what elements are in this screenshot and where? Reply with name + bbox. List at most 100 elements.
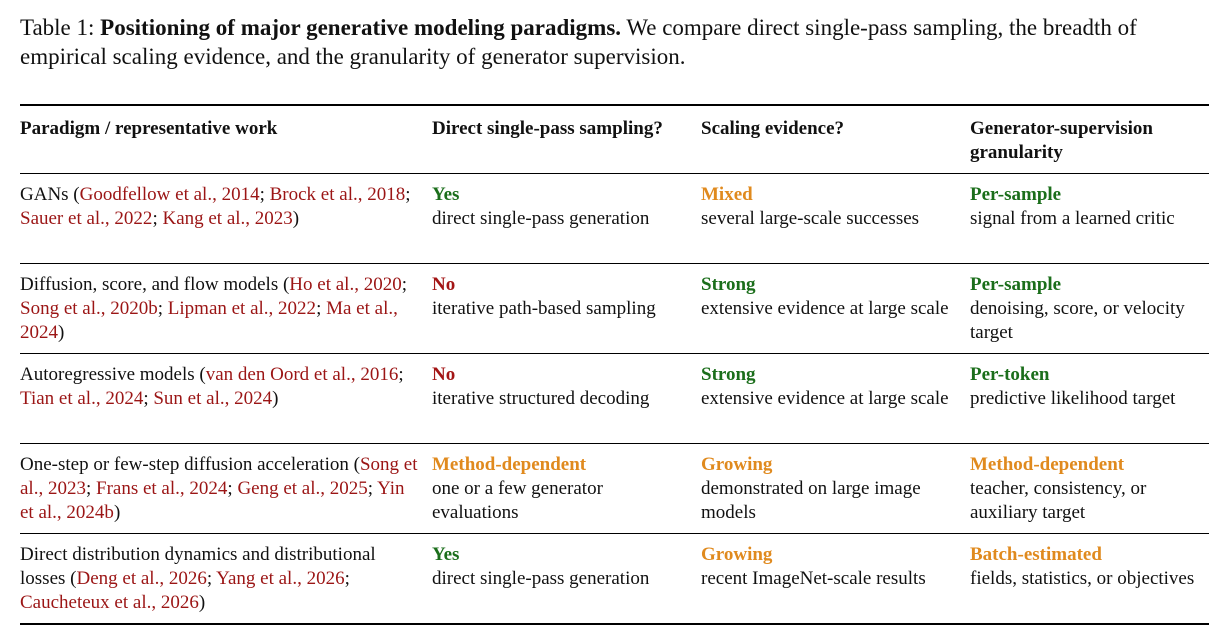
paradigm-text: One-step or few-step diffusion accelerat… bbox=[20, 454, 360, 475]
citation: Ma et al., 2024 bbox=[20, 298, 398, 343]
paradigm-text: ; bbox=[405, 184, 411, 205]
paradigm-text: ; bbox=[367, 478, 378, 499]
citation: Kang et al., 2023 bbox=[162, 208, 293, 229]
header-row: Paradigm / representative work Direct sin… bbox=[20, 105, 1209, 174]
assessment-cell: Method-dependent one or a few generator e… bbox=[432, 444, 701, 534]
assessment-cell: Per-token predictive likelihood target bbox=[970, 354, 1209, 444]
citation: van den Oord et al., 2016 bbox=[205, 364, 399, 385]
citation: Song et al., 2020b bbox=[20, 298, 158, 319]
citation: Tian et al., 2024 bbox=[20, 388, 144, 409]
paradigm-text: Diffusion, score, and flow models ( bbox=[20, 274, 290, 295]
description: fields, statistics, or objectives bbox=[970, 568, 1195, 589]
paradigm-text: ; bbox=[398, 364, 404, 385]
table-body: GANs (Goodfellow et al., 2014; Brock et … bbox=[20, 174, 1209, 625]
verdict: Per-token bbox=[970, 364, 1050, 385]
description: direct single-pass generation bbox=[432, 208, 650, 229]
table: Paradigm / representative work Direct sin… bbox=[20, 104, 1209, 625]
assessment-cell: Strong extensive evidence at large scale bbox=[701, 354, 970, 444]
verdict: Yes bbox=[432, 184, 460, 205]
paradigm-cell: Diffusion, score, and flow models (Ho et… bbox=[20, 264, 432, 354]
description: one or a few generator evaluations bbox=[432, 478, 603, 523]
description: extensive evidence at large scale bbox=[701, 388, 949, 409]
paradigm-text: ; bbox=[316, 298, 327, 319]
citation: Caucheteux et al., 2026 bbox=[20, 592, 199, 613]
paradigm-text: GANs ( bbox=[20, 184, 80, 205]
caption: Table 1: Positioning of major generative… bbox=[20, 13, 1215, 71]
assessment-cell: Batch-estimated fields, statistics, or ob… bbox=[970, 534, 1209, 625]
citation: Sun et al., 2024 bbox=[153, 388, 273, 409]
assessment-cell: Strong extensive evidence at large scale bbox=[701, 264, 970, 354]
verdict: Yes bbox=[432, 544, 460, 565]
citation: Geng et al., 2025 bbox=[237, 478, 368, 499]
assessment-cell: Yes direct single-pass generation bbox=[432, 174, 701, 264]
assessment-cell: Per-sample signal from a learned critic bbox=[970, 174, 1209, 264]
paradigm-text: ; bbox=[206, 568, 217, 589]
paradigm-text: ; bbox=[259, 184, 270, 205]
verdict: Method-dependent bbox=[432, 454, 587, 475]
paradigm-text: ) bbox=[292, 208, 300, 229]
citation: Yang et al., 2026 bbox=[216, 568, 345, 589]
description: extensive evidence at large scale bbox=[701, 298, 949, 319]
assessment-cell: Yes direct single-pass generation bbox=[432, 534, 701, 625]
citation: Lipman et al., 2022 bbox=[167, 298, 317, 319]
caption-label: Table 1: bbox=[20, 15, 95, 40]
column-header: Scaling evidence? bbox=[701, 118, 845, 139]
paradigm-cell: Autoregressive models (van den Oord et a… bbox=[20, 354, 432, 444]
verdict: Method-dependent bbox=[970, 454, 1125, 475]
paradigm-text: ; bbox=[344, 568, 350, 589]
verdict: Growing bbox=[701, 544, 773, 565]
paradigm-text: ) bbox=[58, 322, 65, 343]
assessment-cell: Growing demonstrated on large image model… bbox=[701, 444, 970, 534]
citation: Song et al., 2023 bbox=[20, 454, 418, 499]
verdict: No bbox=[432, 274, 456, 295]
description: signal from a learned critic bbox=[970, 208, 1175, 229]
paradigm-text: ) bbox=[113, 502, 121, 523]
description: direct single-pass generation bbox=[432, 568, 650, 589]
column-header: Direct single-pass sampling? bbox=[432, 118, 663, 139]
table-row: Direct distribution dynamics and distrib… bbox=[20, 534, 1209, 625]
citation: Goodfellow et al., 2014 bbox=[79, 184, 260, 205]
paradigm-cell: GANs (Goodfellow et al., 2014; Brock et … bbox=[20, 174, 432, 264]
verdict: Growing bbox=[701, 454, 773, 475]
column-header: Paradigm / representative work bbox=[20, 118, 278, 139]
assessment-cell: No iterative structured decoding bbox=[432, 354, 701, 444]
citation: Brock et al., 2018 bbox=[269, 184, 406, 205]
paradigm-cell: One-step or few-step diffusion accelerat… bbox=[20, 444, 432, 534]
description: teacher, consistency, or auxiliary targe… bbox=[970, 478, 1147, 523]
table-row: GANs (Goodfellow et al., 2014; Brock et … bbox=[20, 174, 1209, 264]
verdict: Per-sample bbox=[970, 184, 1062, 205]
verdict: Per-sample bbox=[970, 274, 1062, 295]
assessment-cell: Growing recent ImageNet-scale results bbox=[701, 534, 970, 625]
assessment-cell: Per-sample denoising, score, or velocity … bbox=[970, 264, 1209, 354]
paradigm-cell: Direct distribution dynamics and distrib… bbox=[20, 534, 432, 625]
column-header: Generator-supervision granularity bbox=[970, 118, 1153, 163]
paradigm-text: Autoregressive models ( bbox=[20, 364, 206, 385]
caption-title: Positioning of major generative modeling… bbox=[100, 15, 622, 40]
description: predictive likelihood target bbox=[970, 388, 1176, 409]
description: recent ImageNet-scale results bbox=[701, 568, 926, 589]
description: demonstrated on large image models bbox=[701, 478, 921, 523]
paradigm-text: ; bbox=[152, 208, 163, 229]
verdict: Strong bbox=[701, 274, 756, 295]
verdict: Batch-estimated bbox=[970, 544, 1102, 565]
citation: Frans et al., 2024 bbox=[96, 478, 228, 499]
description: iterative path-based sampling bbox=[432, 298, 656, 319]
assessment-cell: Mixed several large-scale successes bbox=[701, 174, 970, 264]
assessment-cell: Method-dependent teacher, consistency, or… bbox=[970, 444, 1209, 534]
citation: Ho et al., 2020 bbox=[289, 274, 402, 295]
paradigm-text: Direct distribution dynamics and distrib… bbox=[20, 544, 376, 589]
citation: Yin et al., 2024b bbox=[20, 478, 405, 523]
description: iterative structured decoding bbox=[432, 388, 650, 409]
description: several large-scale successes bbox=[701, 208, 920, 229]
paradigm-text: ; bbox=[85, 478, 96, 499]
paradigm-text: ) bbox=[198, 592, 206, 613]
description: denoising, score, or velocity target bbox=[970, 298, 1185, 343]
table-row: Diffusion, score, and flow models (Ho et… bbox=[20, 264, 1209, 354]
paradigm-text: ; bbox=[227, 478, 238, 499]
assessment-cell: No iterative path-based sampling bbox=[432, 264, 701, 354]
verdict: No bbox=[432, 364, 456, 385]
table-header: Paradigm / representative work Direct sin… bbox=[20, 105, 1209, 174]
citation: Deng et al., 2026 bbox=[76, 568, 207, 589]
paradigm-text: ) bbox=[272, 388, 279, 409]
